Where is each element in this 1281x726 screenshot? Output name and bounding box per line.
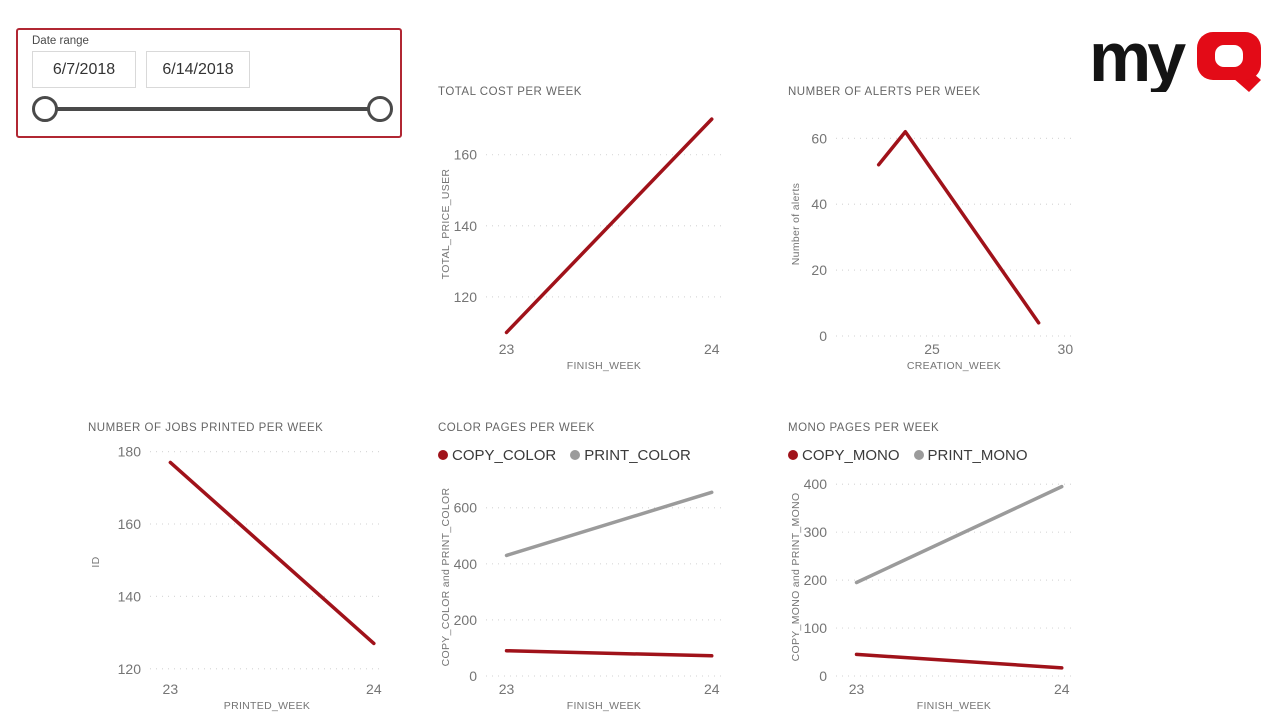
chart-title: TOTAL COST PER WEEK: [438, 86, 582, 98]
y-axis-tick-label: 0: [819, 668, 827, 684]
chart-plot-area[interactable]: 120 140 160 180 23 24 PRINTED_WEEK ID: [88, 440, 394, 714]
y-axis-tick-label: 20: [811, 262, 827, 278]
legend-dot-icon: [438, 450, 448, 460]
y-axis-tick-label: 140: [454, 218, 478, 234]
legend-label: PRINT_MONO: [927, 446, 1028, 464]
slider-track[interactable]: [45, 107, 380, 111]
legend-dot-icon: [788, 450, 798, 460]
y-axis-tick-label: 160: [118, 516, 142, 532]
y-axis-title: TOTAL_PRICE_USER: [440, 169, 452, 280]
x-axis-tick-label: 23: [849, 681, 865, 697]
x-axis-title: PRINTED_WEEK: [224, 700, 310, 712]
logo-letter-q: [1197, 32, 1261, 92]
x-axis-tick-label: 23: [499, 681, 515, 697]
logo-text-my: my: [1093, 18, 1186, 92]
chart-plot-area[interactable]: 120 140 160 23 24 FINISH_WEEK TOTAL_PRICE_USER: [438, 104, 732, 374]
y-axis-tick-label: 600: [454, 500, 478, 516]
x-axis-tick-label: 24: [1054, 681, 1070, 697]
chart-legend: COPY_MONO PRINT_MONO: [788, 440, 1082, 470]
x-axis-title: FINISH_WEEK: [567, 360, 641, 372]
legend-item[interactable]: PRINT_MONO: [913, 446, 1028, 464]
slicer-label: Date range: [32, 35, 89, 47]
y-axis-tick-label: 160: [454, 147, 478, 163]
myq-logo: my: [1089, 18, 1265, 96]
y-axis-tick-label: 400: [454, 556, 478, 572]
x-axis-tick-label: 24: [704, 681, 720, 697]
series-line-copy_mono[interactable]: [854, 652, 1064, 670]
series-line-total_price_user[interactable]: [504, 117, 714, 335]
date-inputs: 6/7/2018 6/14/2018: [32, 51, 250, 88]
y-axis-tick-label: 40: [811, 196, 827, 212]
chart-plot-area[interactable]: 0 20 40 60 25 30 CREATION_WEEK Number of alerts: [788, 104, 1082, 374]
y-axis-tick-label: 300: [804, 524, 828, 540]
y-axis-tick-label: 60: [811, 130, 827, 146]
chart-title: COLOR PAGES PER WEEK: [438, 422, 595, 434]
y-axis-tick-label: 120: [454, 289, 478, 305]
y-axis-tick-label: 0: [819, 328, 827, 344]
chart-number-of-alerts-per-week[interactable]: NUMBER OF ALERTS PER WEEK 0 20 40 60 25 30 CREA…: [788, 86, 1082, 374]
slider-handle-end[interactable]: [367, 96, 393, 122]
legend-item[interactable]: PRINT_COLOR: [570, 447, 691, 464]
series-line-print_mono[interactable]: [854, 484, 1064, 585]
legend-dot-icon: [570, 450, 581, 460]
date-range-slider: [18, 30, 400, 136]
chart-color-pages-per-week[interactable]: COLOR PAGES PER WEEK COPY_COLOR PRINT_COLO…: [438, 422, 732, 714]
chart-total-cost-per-week[interactable]: TOTAL COST PER WEEK 120 140 160 23 24 FINISH_W…: [438, 86, 732, 374]
series-line-id[interactable]: [168, 460, 376, 646]
chart-title: NUMBER OF ALERTS PER WEEK: [788, 86, 981, 98]
chart-number-of-jobs-printed-per-week[interactable]: NUMBER OF JOBS PRINTED PER WEEK 120 140 160…: [88, 422, 394, 714]
legend-item[interactable]: COPY_COLOR: [438, 447, 556, 464]
y-axis-title: Number of alerts: [790, 183, 802, 265]
y-axis-title: COPY_COLOR and PRINT_COLOR: [440, 488, 452, 667]
chart-title: MONO PAGES PER WEEK: [788, 422, 940, 434]
x-axis-title: CREATION_WEEK: [907, 360, 1001, 372]
slider-handle-start[interactable]: [32, 96, 58, 122]
y-axis-tick-label: 0: [469, 668, 477, 684]
y-axis-title: ID: [90, 556, 102, 567]
y-axis-tick-label: 140: [118, 588, 142, 604]
chart-mono-pages-per-week[interactable]: MONO PAGES PER WEEK COPY_MONO PRINT_MONO 0 1…: [788, 422, 1082, 714]
chart-legend: COPY_COLOR PRINT_COLOR: [438, 440, 732, 470]
end-date-input[interactable]: 6/14/2018: [146, 51, 250, 88]
y-axis-tick-label: 200: [454, 612, 478, 628]
series-line-print_color[interactable]: [504, 490, 714, 558]
x-axis-tick-label: 25: [924, 341, 940, 357]
y-axis-tick-label: 200: [804, 572, 828, 588]
legend-label: COPY_MONO: [802, 446, 900, 464]
x-axis-tick-label: 30: [1058, 341, 1074, 357]
legend-item[interactable]: COPY_MONO: [788, 447, 900, 464]
x-axis-tick-label: 23: [163, 681, 179, 697]
chart-plot-area[interactable]: 0 200 400 600 23 24 FINISH_WEEK COPY_COLOR and …: [438, 470, 732, 714]
y-axis-tick-label: 180: [118, 444, 142, 460]
x-axis-tick-label: 24: [366, 681, 382, 697]
series-line-number of alerts[interactable]: [876, 130, 1041, 325]
chart-plot-area[interactable]: 0 100 200 300 400 23 24 FINISH_WEEK COPY_MONO an…: [788, 470, 1082, 714]
legend-label: PRINT_COLOR: [584, 446, 691, 464]
start-date-input[interactable]: 6/7/2018: [32, 51, 136, 88]
y-axis-tick-label: 100: [804, 620, 828, 636]
x-axis-title: FINISH_WEEK: [917, 700, 991, 712]
series-line-copy_color[interactable]: [504, 649, 714, 658]
x-axis-tick-label: 24: [704, 341, 720, 357]
x-axis-tick-label: 23: [499, 341, 515, 357]
legend-dot-icon: [913, 450, 924, 460]
date-range-slicer: Date range 6/7/2018 6/14/2018: [16, 28, 402, 138]
y-axis-tick-label: 120: [118, 661, 142, 677]
y-axis-tick-label: 400: [804, 476, 828, 492]
y-axis-title: COPY_MONO and PRINT_MONO: [790, 493, 802, 662]
chart-title: NUMBER OF JOBS PRINTED PER WEEK: [88, 422, 324, 434]
legend-label: COPY_COLOR: [452, 446, 557, 464]
x-axis-title: FINISH_WEEK: [567, 700, 641, 712]
